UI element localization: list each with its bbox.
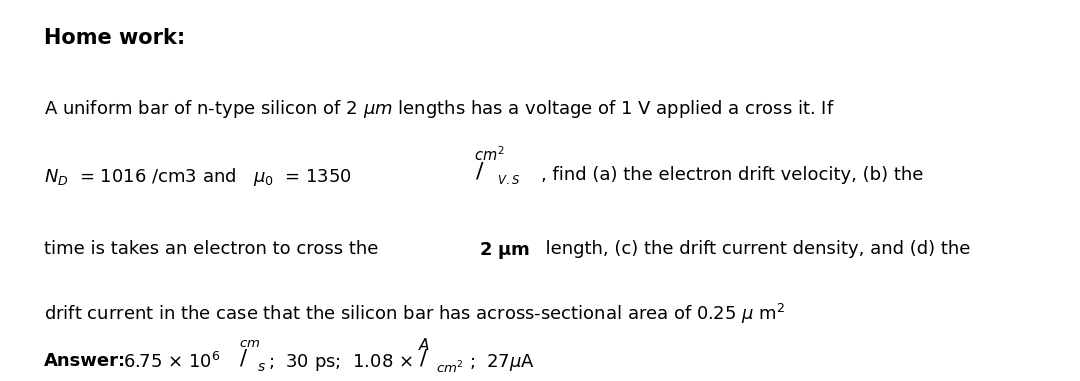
- Text: time is takes an electron to cross the: time is takes an electron to cross the: [43, 240, 383, 258]
- Text: , find (a) the electron drift velocity, (b) the: , find (a) the electron drift velocity, …: [541, 166, 923, 184]
- Text: Answer:: Answer:: [43, 352, 125, 370]
- Text: ;  30 ps;  1.08 $\times$: ; 30 ps; 1.08 $\times$: [268, 352, 414, 373]
- Text: $cm$: $cm$: [239, 338, 260, 351]
- Text: $A$: $A$: [418, 338, 431, 354]
- Text: $_{V.S}$: $_{V.S}$: [497, 170, 521, 187]
- Text: /: /: [476, 162, 484, 182]
- Text: $cm^2$: $cm^2$: [436, 360, 463, 376]
- Text: length, (c) the drift current density, and (d) the: length, (c) the drift current density, a…: [535, 240, 971, 258]
- Text: A uniform bar of n-type silicon of 2 $\mu m$ lengths has a voltage of 1 V applie: A uniform bar of n-type silicon of 2 $\m…: [43, 98, 835, 120]
- Text: ;  27$\mu$A: ; 27$\mu$A: [469, 352, 535, 373]
- Text: /: /: [420, 349, 428, 368]
- Text: Home work:: Home work:: [43, 27, 185, 48]
- Text: $N_D$  = 1016 /cm3 and   $\mu_0$  = 1350: $N_D$ = 1016 /cm3 and $\mu_0$ = 1350: [43, 166, 351, 188]
- Text: drift current in the case that the silicon bar has across-sectional area of 0.25: drift current in the case that the silic…: [43, 302, 784, 326]
- Text: /: /: [240, 349, 247, 368]
- Text: 6.75 $\times$ 10$^6$: 6.75 $\times$ 10$^6$: [123, 352, 220, 373]
- Text: $s$: $s$: [257, 360, 266, 374]
- Text: $\mathbf{2}$ $\mathbf{\mu m}$: $\mathbf{2}$ $\mathbf{\mu m}$: [480, 240, 530, 261]
- Text: $cm^2$: $cm^2$: [474, 145, 504, 164]
